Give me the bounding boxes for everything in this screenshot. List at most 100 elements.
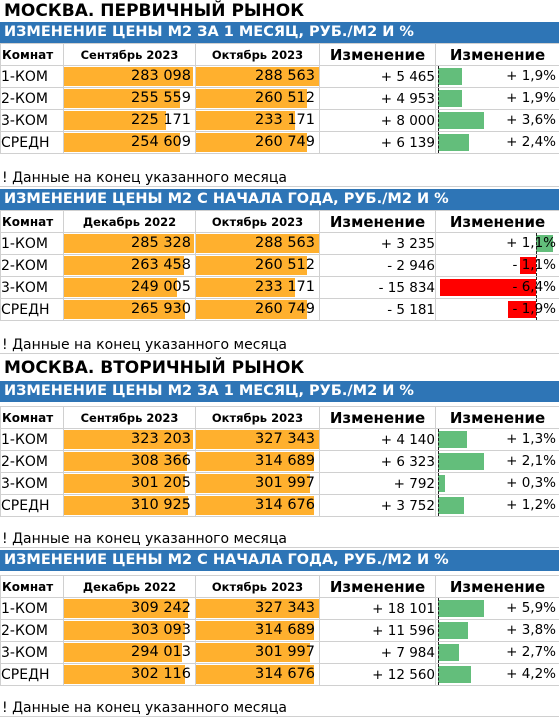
pct-value: - 6,4% <box>512 279 556 295</box>
block-header: ИЗМЕНЕНИЕ ЦЕНЫ М2 С НАЧАЛА ГОДА, РУБ./М2… <box>0 550 559 571</box>
col-rooms-header: Комнат <box>0 575 64 598</box>
price-bar <box>64 474 185 493</box>
price-bar <box>64 300 185 319</box>
pct-bar <box>438 600 484 617</box>
col-period1-header: Сентябрь 2023 <box>63 43 196 66</box>
price-value: 309 242 <box>131 600 191 616</box>
price-cell-period2: 233 171 <box>195 109 320 132</box>
col-change-abs-header: Изменение <box>319 43 436 66</box>
price-value: 327 343 <box>255 600 315 616</box>
price-value: 254 609 <box>131 134 191 150</box>
price-cell-period1: 285 328 <box>63 232 196 255</box>
pct-axis <box>536 255 538 276</box>
room-type: 2-КОМ <box>0 254 64 277</box>
pct-bar <box>438 497 465 514</box>
price-cell-period2: 260 749 <box>195 298 320 321</box>
price-table: Комнат Декабрь 2022 Октябрь 2023 Изменен… <box>0 210 559 321</box>
pct-value: + 1,1% <box>506 235 556 251</box>
pct-value: + 1,9% <box>506 68 556 84</box>
column-header-row: Комнат Декабрь 2022 Октябрь 2023 Изменен… <box>0 575 559 598</box>
change-abs: + 3 235 <box>319 232 436 255</box>
price-table: Комнат Декабрь 2022 Октябрь 2023 Изменен… <box>0 575 559 686</box>
price-bar <box>196 256 308 275</box>
change-pct-cell: + 0,3% <box>435 472 559 495</box>
col-change-abs-header: Изменение <box>319 406 436 429</box>
table-row: 2-КОМ 263 458 260 512 - 2 946 - 1,1% <box>0 254 559 277</box>
price-table: Комнат Сентябрь 2023 Октябрь 2023 Измене… <box>0 406 559 517</box>
pct-bar <box>519 257 536 274</box>
table-row: СРЕДН 310 925 314 676 + 3 752 + 1,2% <box>0 494 559 517</box>
price-cell-period2: 233 171 <box>195 276 320 299</box>
price-value: 260 512 <box>255 90 315 106</box>
pct-axis <box>438 664 440 685</box>
pct-axis <box>438 110 440 131</box>
price-bar <box>196 665 315 684</box>
room-type: 2-КОМ <box>0 450 64 473</box>
price-cell-period2: 314 676 <box>195 494 320 517</box>
price-bar <box>196 111 296 130</box>
price-cell-period1: 310 925 <box>63 494 196 517</box>
price-cell-period1: 263 458 <box>63 254 196 277</box>
price-value: 288 563 <box>255 68 315 84</box>
pct-value: + 0,3% <box>506 475 556 491</box>
pct-axis <box>438 495 440 516</box>
pct-bar <box>438 453 484 470</box>
price-value: 327 343 <box>255 431 315 447</box>
pct-value: + 2,4% <box>506 134 556 150</box>
pct-value: + 1,2% <box>506 497 556 513</box>
footnote: ! Данные на конец указанного месяца <box>0 530 559 548</box>
room-type: 1-КОМ <box>0 428 64 451</box>
price-value: 233 171 <box>255 112 315 128</box>
room-type: 3-КОМ <box>0 472 64 495</box>
change-pct-cell: - 1,9% <box>435 298 559 321</box>
column-header-row: Комнат Декабрь 2022 Октябрь 2023 Изменен… <box>0 210 559 233</box>
market-title-primary: МОСКВА. ПЕРВИЧНЫЙ РЫНОК <box>4 1 305 21</box>
price-bar <box>196 430 319 449</box>
pct-axis <box>438 451 440 472</box>
change-abs: + 3 752 <box>319 494 436 517</box>
pct-axis <box>536 233 538 254</box>
footnote: ! Данные на конец указанного месяца <box>0 336 559 354</box>
price-bar <box>64 621 186 640</box>
change-pct-cell: + 1,3% <box>435 428 559 451</box>
pct-value: + 3,6% <box>506 112 556 128</box>
pct-bar <box>438 666 471 683</box>
table-row: 1-КОМ 285 328 288 563 + 3 235 + 1,1% <box>0 232 559 255</box>
price-value: 233 171 <box>255 279 315 295</box>
pct-bar <box>507 301 536 318</box>
change-abs: + 5 465 <box>319 65 436 88</box>
col-period1-header: Декабрь 2022 <box>63 210 196 233</box>
pct-value: + 5,9% <box>506 600 556 616</box>
price-bar <box>64 234 194 253</box>
price-value: 302 116 <box>131 666 191 682</box>
price-value: 260 749 <box>255 301 315 317</box>
pct-value: + 1,3% <box>506 431 556 447</box>
room-type: СРЕДН <box>0 298 64 321</box>
price-value: 323 203 <box>131 431 191 447</box>
market-title-secondary: МОСКВА. ВТОРИЧНЫЙ РЫНОК <box>4 358 305 378</box>
price-cell-period2: 301 997 <box>195 472 320 495</box>
change-pct-cell: + 3,6% <box>435 109 559 132</box>
change-abs: + 7 984 <box>319 641 436 664</box>
pct-axis <box>438 642 440 663</box>
price-cell-period2: 314 676 <box>195 663 320 686</box>
pct-value: - 1,9% <box>512 301 556 317</box>
price-bar <box>64 643 182 662</box>
price-cell-period1: 303 093 <box>63 619 196 642</box>
price-cell-period1: 283 098 <box>63 65 196 88</box>
change-pct-cell: + 3,8% <box>435 619 559 642</box>
pct-value: + 1,9% <box>506 90 556 106</box>
room-type: 2-КОМ <box>0 87 64 110</box>
table-row: 3-КОМ 294 013 301 997 + 7 984 + 2,7% <box>0 641 559 664</box>
price-value: 301 997 <box>255 644 315 660</box>
col-period2-header: Октябрь 2023 <box>195 406 320 429</box>
change-abs: + 11 596 <box>319 619 436 642</box>
price-cell-period2: 288 563 <box>195 232 320 255</box>
price-value: 283 098 <box>131 68 191 84</box>
price-bar <box>64 430 194 449</box>
change-abs: - 5 181 <box>319 298 436 321</box>
table-row: 3-КОМ 249 005 233 171 - 15 834 - 6,4% <box>0 276 559 299</box>
price-bar <box>196 300 308 319</box>
room-type: СРЕДН <box>0 663 64 686</box>
price-value: 310 925 <box>131 497 191 513</box>
